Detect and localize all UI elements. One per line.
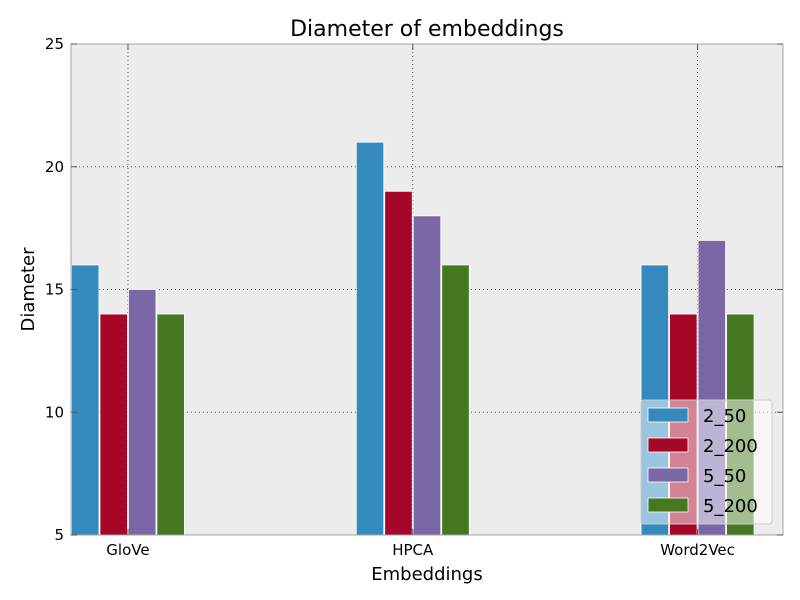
legend-label: 5_200 — [703, 496, 758, 517]
legend-label: 2_200 — [703, 436, 758, 457]
legend-swatch — [647, 497, 689, 513]
legend-swatch — [647, 467, 689, 483]
x-tick-label: Word2Vec — [660, 541, 735, 559]
legend: 2_50 2_200 5_50 5_200 — [640, 399, 773, 525]
axis-ticks: 5 10 15 20 25 GloVe HPCA Word2Vec — [45, 35, 783, 559]
chart-title: Diameter of embeddings — [290, 17, 564, 42]
bar — [156, 313, 185, 536]
legend-swatch — [647, 407, 689, 423]
bar — [71, 264, 100, 536]
y-tick-label: 15 — [45, 281, 64, 299]
y-tick-label: 25 — [45, 35, 64, 53]
bar — [355, 141, 385, 536]
bar — [384, 190, 413, 536]
legend-label: 2_50 — [703, 406, 746, 427]
bar — [128, 289, 157, 536]
legend-swatch — [647, 437, 689, 453]
x-axis-label: Embeddings — [371, 564, 482, 585]
x-tick-label: HPCA — [392, 541, 434, 559]
x-tick-label: GloVe — [106, 541, 149, 559]
bar — [412, 215, 442, 536]
legend-label: 5_50 — [703, 466, 746, 487]
y-tick-label: 10 — [45, 403, 64, 421]
bar — [99, 313, 128, 536]
y-axis-label: Diameter — [18, 247, 39, 332]
bar — [441, 264, 470, 536]
y-tick-label: 20 — [45, 158, 64, 176]
y-tick-label: 5 — [54, 526, 64, 544]
legend-box — [640, 399, 773, 525]
